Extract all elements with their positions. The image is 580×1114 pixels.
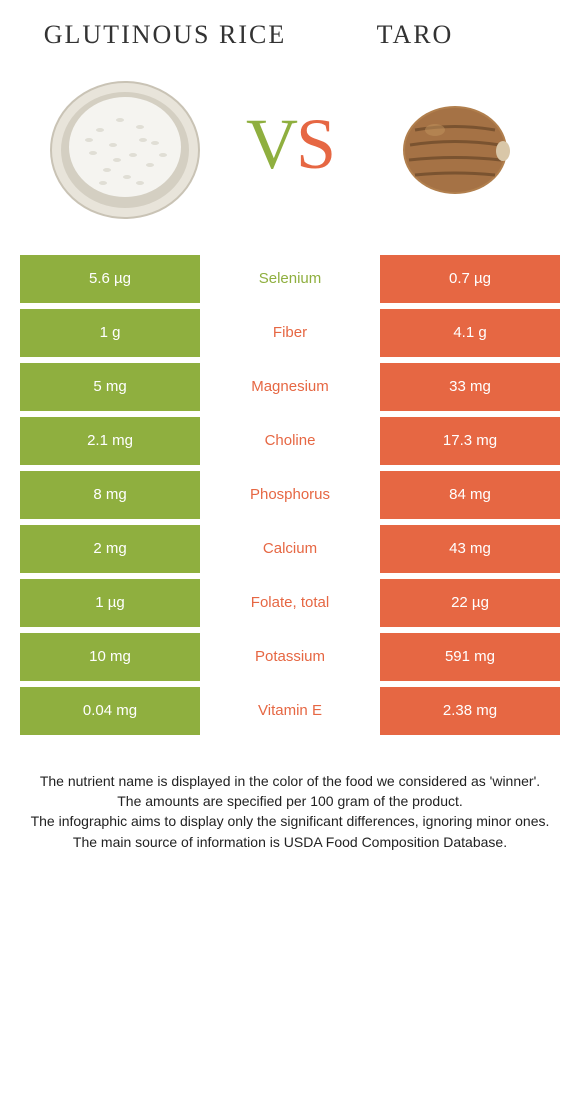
right-value: 22 µg: [380, 579, 560, 627]
vs-label: VS: [246, 103, 334, 186]
right-value: 0.7 µg: [380, 255, 560, 303]
nutrient-label: Choline: [200, 417, 380, 465]
vs-s: S: [296, 104, 334, 184]
footnote-line: The main source of information is USDA F…: [20, 832, 560, 852]
table-row: 10 mgPotassium591 mg: [20, 633, 560, 681]
nutrient-label: Selenium: [200, 255, 380, 303]
nutrient-label: Magnesium: [200, 363, 380, 411]
footnotes: The nutrient name is displayed in the co…: [10, 741, 570, 852]
nutrient-label: Potassium: [200, 633, 380, 681]
table-row: 2.1 mgCholine17.3 mg: [20, 417, 560, 465]
left-value: 2 mg: [20, 525, 200, 573]
footnote-line: The infographic aims to display only the…: [20, 811, 560, 831]
table-row: 8 mgPhosphorus84 mg: [20, 471, 560, 519]
table-row: 0.04 mgVitamin E2.38 mg: [20, 687, 560, 735]
footnote-line: The amounts are specified per 100 gram o…: [20, 791, 560, 811]
table-row: 2 mgCalcium43 mg: [20, 525, 560, 573]
left-value: 10 mg: [20, 633, 200, 681]
right-value: 591 mg: [380, 633, 560, 681]
table-row: 1 gFiber4.1 g: [20, 309, 560, 357]
right-value: 33 mg: [380, 363, 560, 411]
left-food-title: GLUTINOUS RICE: [40, 20, 290, 50]
table-row: 1 µgFolate, total22 µg: [20, 579, 560, 627]
nutrient-label: Folate, total: [200, 579, 380, 627]
taro-icon: [370, 60, 540, 230]
left-value: 2.1 mg: [20, 417, 200, 465]
rice-icon: [40, 60, 210, 230]
vs-v: V: [246, 104, 296, 184]
right-value: 2.38 mg: [380, 687, 560, 735]
right-value: 43 mg: [380, 525, 560, 573]
table-row: 5.6 µgSelenium0.7 µg: [20, 255, 560, 303]
left-value: 5.6 µg: [20, 255, 200, 303]
left-value: 8 mg: [20, 471, 200, 519]
right-value: 17.3 mg: [380, 417, 560, 465]
nutrient-label: Calcium: [200, 525, 380, 573]
right-value: 4.1 g: [380, 309, 560, 357]
right-value: 84 mg: [380, 471, 560, 519]
left-value: 5 mg: [20, 363, 200, 411]
nutrient-label: Fiber: [200, 309, 380, 357]
header: GLUTINOUS RICE TARO: [10, 20, 570, 50]
image-row: VS: [10, 50, 570, 255]
right-food-title: TARO: [290, 20, 540, 50]
nutrient-table: 5.6 µgSelenium0.7 µg 1 gFiber4.1 g 5 mgMag…: [10, 255, 570, 735]
left-value: 0.04 mg: [20, 687, 200, 735]
table-row: 5 mgMagnesium33 mg: [20, 363, 560, 411]
footnote-line: The nutrient name is displayed in the co…: [20, 771, 560, 791]
left-value: 1 µg: [20, 579, 200, 627]
nutrient-label: Phosphorus: [200, 471, 380, 519]
nutrient-label: Vitamin E: [200, 687, 380, 735]
left-value: 1 g: [20, 309, 200, 357]
